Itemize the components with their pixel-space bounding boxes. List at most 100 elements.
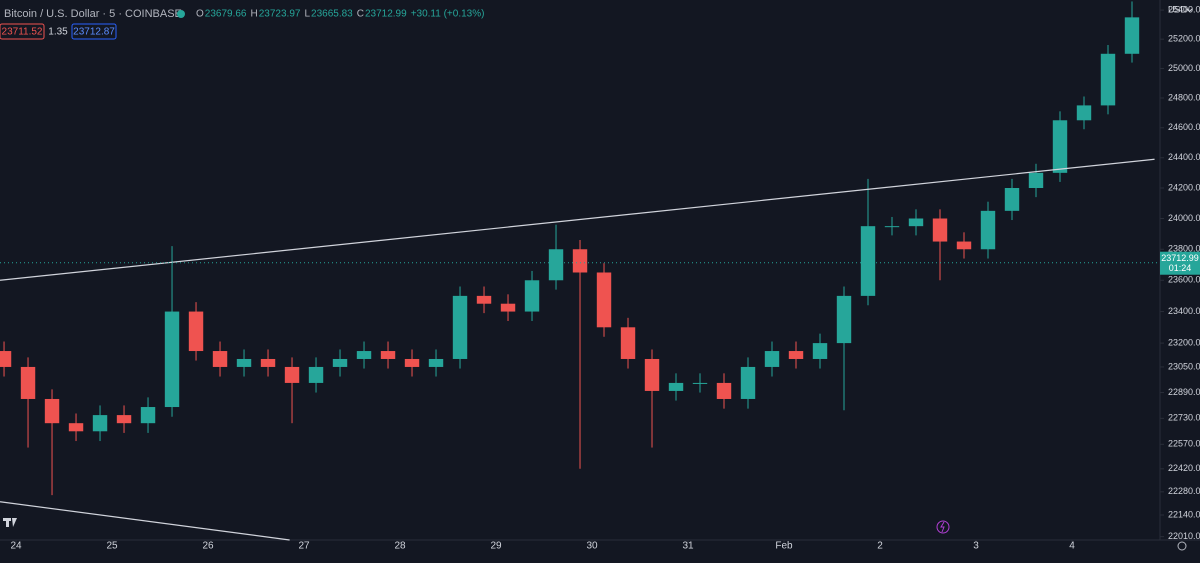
candle-body	[452, 295, 468, 359]
candle-body	[1124, 17, 1140, 54]
candle-body	[404, 358, 420, 367]
ask-box[interactable]	[71, 23, 117, 40]
candle-body	[476, 295, 492, 304]
candle-body	[932, 218, 948, 242]
y-tick-label: 24000.00	[1168, 213, 1200, 223]
y-tick-label: 22280.00	[1168, 486, 1200, 496]
y-tick-label: 24400.00	[1168, 152, 1200, 162]
ohlc-label: L	[304, 9, 310, 20]
x-tick-label: 25	[106, 541, 118, 552]
candle-body	[620, 327, 636, 359]
candle-body	[1004, 187, 1020, 211]
settings-icon[interactable]	[1177, 541, 1187, 551]
y-tick-label: 23200.00	[1168, 337, 1200, 347]
x-tick-label: 24	[10, 541, 22, 552]
ohlc-value: 23665.83	[311, 9, 353, 20]
candle-body	[668, 382, 684, 391]
x-tick-label: 3	[973, 541, 979, 552]
x-tick-label: 29	[490, 541, 502, 552]
tv-logo	[3, 518, 17, 527]
candle-body	[572, 249, 588, 273]
x-tick-label: 30	[586, 541, 598, 552]
candle-body	[164, 311, 180, 408]
legend-header: Bitcoin / U.S. Dollar · 5 · COINBASE 237…	[0, 8, 484, 40]
y-tick-label: 24600.00	[1168, 122, 1200, 132]
candle-body	[908, 218, 924, 227]
ohlc-value: 23723.97	[259, 9, 301, 20]
candle-body	[524, 280, 540, 312]
candle-body	[500, 303, 516, 312]
x-tick-label: 27	[298, 541, 310, 552]
candle-body	[764, 351, 780, 367]
status-dot	[177, 10, 185, 18]
ohlc-label: C	[357, 9, 364, 20]
candle-body	[428, 358, 444, 367]
candle-body	[692, 382, 708, 384]
y-tick-label: 22890.00	[1168, 387, 1200, 397]
candle-body	[236, 358, 252, 367]
candle-body	[740, 366, 756, 399]
x-tick-label: 31	[682, 541, 694, 552]
ohlc-value: 23712.99	[365, 9, 407, 20]
y-tick-label: 22420.00	[1168, 463, 1200, 473]
bid: 23711.52	[2, 27, 43, 38]
ohlc-value: 23679.66	[205, 9, 247, 20]
ohlc-label: O	[196, 9, 204, 20]
candle-body	[380, 351, 396, 359]
plot-area	[0, 1, 1155, 541]
candle-body	[260, 358, 276, 367]
y-tick-label: 22010.00	[1168, 531, 1200, 541]
y-tick-label: 25000.00	[1168, 63, 1200, 73]
candle-body	[884, 226, 900, 228]
y-tick-label: 24800.00	[1168, 92, 1200, 102]
candle-body	[140, 407, 156, 424]
bid-box[interactable]	[0, 23, 45, 40]
candle-body	[284, 366, 300, 383]
last-price: 23712.99	[1161, 253, 1199, 263]
candle-body	[356, 351, 372, 359]
spread: 1.35	[48, 27, 68, 38]
candle-body	[1052, 120, 1068, 173]
currency[interactable]: USD	[1168, 4, 1188, 14]
candle-body	[716, 382, 732, 399]
y-tick-label: 22140.00	[1168, 509, 1200, 519]
y-tick-label: 23400.00	[1168, 306, 1200, 316]
candle-body	[188, 311, 204, 352]
candle-body	[980, 210, 996, 250]
trend-line	[0, 501, 290, 541]
candle-body	[644, 358, 660, 391]
lightning-icon-bolt	[940, 521, 945, 533]
candle-body	[1028, 172, 1044, 188]
x-tick-label: 4	[1069, 541, 1075, 552]
candle-body	[308, 366, 324, 383]
candle-body	[1076, 105, 1092, 121]
currency-caret[interactable]	[1186, 8, 1193, 13]
y-tick-label: 23800.00	[1168, 244, 1200, 254]
candle-body	[212, 351, 228, 367]
symbol: Bitcoin / U.S. Dollar · 5 · COINBASE	[4, 8, 182, 20]
candle-body	[20, 366, 36, 399]
candle-body	[788, 351, 804, 359]
ohlc-label: H	[251, 9, 258, 20]
candle-body	[548, 249, 564, 281]
last-price-box	[1160, 251, 1200, 275]
lightning-icon[interactable]	[936, 520, 950, 534]
x-tick-label: 28	[394, 541, 406, 552]
candle-body	[0, 351, 12, 367]
candle-body	[44, 398, 60, 424]
candle-body	[596, 272, 612, 328]
x-tick-label: Feb	[775, 541, 793, 552]
candle-body	[68, 423, 84, 432]
y-tick-label: 23600.00	[1168, 275, 1200, 285]
y-tick-label: 22730.00	[1168, 413, 1200, 423]
y-tick-label: 25200.00	[1168, 34, 1200, 44]
candle-body	[332, 358, 348, 367]
candle-body	[860, 226, 876, 296]
x-tick-label: 26	[202, 541, 214, 552]
candle-body	[812, 343, 828, 359]
candle-body	[116, 415, 132, 424]
y-tick-label: 24200.00	[1168, 182, 1200, 192]
candle-body	[956, 241, 972, 250]
